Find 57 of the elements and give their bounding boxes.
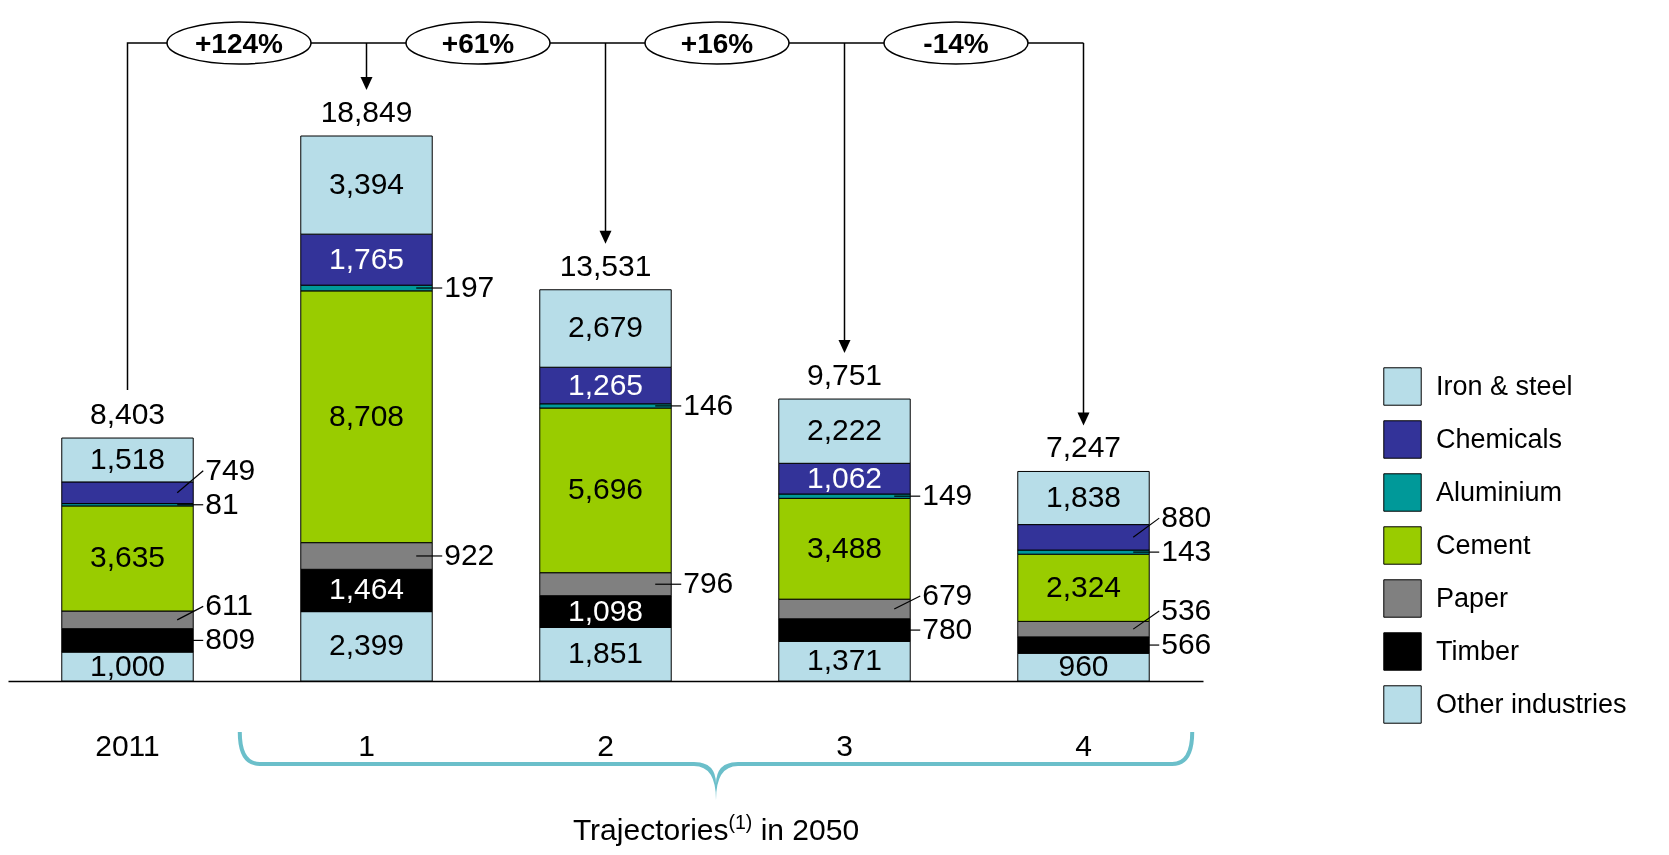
data-label: 149 <box>922 478 973 512</box>
data-label: 81 <box>205 486 239 520</box>
data-label: 809 <box>205 622 256 656</box>
data-label: 1,371 <box>806 643 883 677</box>
data-label: 8,708 <box>328 398 405 432</box>
total-label: 7,247 <box>1045 430 1122 464</box>
data-label: 1,062 <box>806 460 883 494</box>
data-label: 3,635 <box>89 540 166 574</box>
data-label: 5,696 <box>567 472 644 506</box>
x-tick-label: 2011 <box>95 728 160 762</box>
data-label: 679 <box>922 578 973 612</box>
total-label: 13,531 <box>559 248 652 282</box>
data-label: 2,679 <box>567 310 644 344</box>
legend-label: Cement <box>1436 529 1532 560</box>
data-label: 960 <box>1058 649 1109 683</box>
data-label: 536 <box>1161 593 1212 627</box>
data-label: 143 <box>1161 534 1212 568</box>
text: -14% <box>923 28 989 59</box>
data-label: 1,464 <box>328 572 405 606</box>
x-tick-label: 4 <box>1075 728 1092 762</box>
data-label: 780 <box>922 612 973 646</box>
legend-label: Other industries <box>1436 688 1627 719</box>
data-label: 611 <box>205 588 254 622</box>
legend-label: Chemicals <box>1436 423 1563 454</box>
total-label: 18,849 <box>320 95 413 128</box>
data-label: 1,838 <box>1045 480 1122 514</box>
total-label: 9,751 <box>806 358 883 392</box>
text: Trajectories$^{(1)}$ in 2050 <box>572 811 860 846</box>
data-label: 749 <box>205 452 256 486</box>
legend-label: Paper <box>1436 582 1509 613</box>
data-label: 1,265 <box>567 367 644 401</box>
x-tick-label: 2 <box>597 728 614 762</box>
legend-label: Aluminium <box>1436 476 1563 507</box>
data-label: 3,394 <box>328 167 405 201</box>
data-label: 796 <box>683 566 734 600</box>
data-label: 880 <box>1161 500 1212 534</box>
data-label: 922 <box>444 537 495 571</box>
legend-label: Timber <box>1436 635 1520 666</box>
data-label: 1,851 <box>567 636 644 670</box>
data-label: 1,000 <box>89 648 166 682</box>
data-label: 2,399 <box>328 628 405 662</box>
total-label: 8,403 <box>89 397 166 431</box>
data-label: 146 <box>683 387 734 421</box>
data-label: 1,765 <box>328 241 405 275</box>
data-label: 2,324 <box>1045 569 1122 603</box>
data-label: 2,222 <box>806 413 883 447</box>
data-label: 566 <box>1161 627 1212 661</box>
x-tick-label: 1 <box>358 728 375 762</box>
data-label: 197 <box>444 270 495 304</box>
data-label: 1,518 <box>89 441 166 475</box>
text: +16% <box>680 28 754 59</box>
x-tick-label: 3 <box>836 728 853 762</box>
text: +124% <box>195 28 284 59</box>
text: +61% <box>441 28 515 59</box>
legend-label: Iron & steel <box>1436 370 1573 401</box>
data-label: 3,488 <box>806 530 883 564</box>
data-label: 1,098 <box>567 593 644 627</box>
